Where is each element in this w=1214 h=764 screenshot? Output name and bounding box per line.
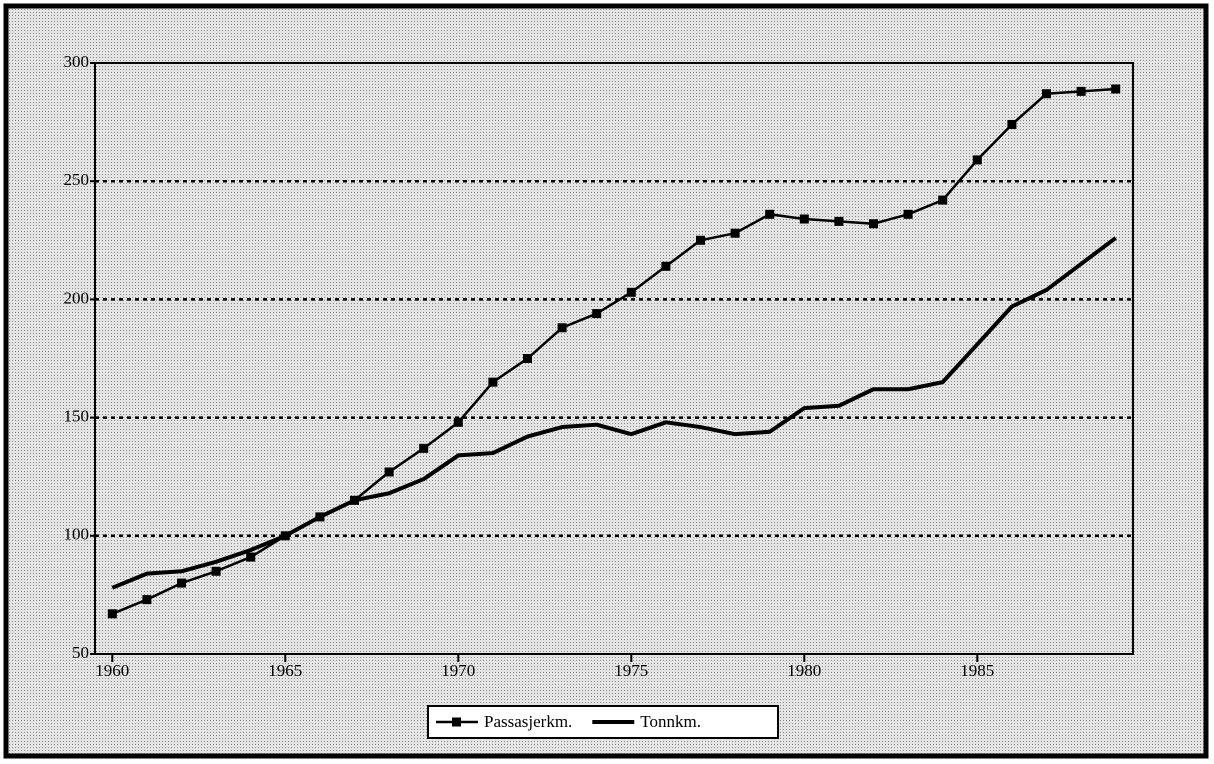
- marker: [523, 354, 532, 363]
- marker: [107, 609, 117, 619]
- marker: [765, 209, 775, 219]
- marker: [869, 219, 878, 229]
- x-tick-label: 1965: [268, 661, 302, 680]
- marker: [1076, 86, 1086, 96]
- y-tick-label: 250: [64, 170, 90, 189]
- marker: [972, 155, 982, 165]
- marker: [626, 287, 636, 297]
- series-line: [111, 236, 1117, 590]
- legend-marker: [452, 717, 461, 727]
- marker: [938, 195, 948, 205]
- x-tick-label: 1960: [95, 661, 129, 680]
- marker: [1111, 84, 1121, 94]
- marker: [246, 552, 256, 562]
- marker: [661, 261, 671, 271]
- marker: [142, 595, 152, 605]
- marker: [453, 417, 463, 427]
- marker: [557, 323, 567, 333]
- x-tick-label: 1980: [787, 661, 821, 680]
- y-tick-label: 50: [72, 643, 89, 662]
- marker: [419, 443, 429, 453]
- x-tick-label: 1985: [960, 661, 994, 680]
- marker: [211, 566, 221, 576]
- y-tick-label: 300: [64, 52, 90, 71]
- x-tick-label: 1975: [614, 661, 648, 680]
- marker: [592, 309, 602, 319]
- legend-label: Tonnkm.: [640, 712, 701, 731]
- marker: [696, 235, 705, 245]
- y-tick-label: 100: [64, 525, 90, 544]
- y-tick-label: 150: [64, 407, 90, 426]
- marker: [177, 578, 186, 588]
- legend-label: Passasjerkm.: [484, 712, 572, 731]
- marker: [384, 467, 394, 477]
- marker: [1042, 89, 1051, 99]
- marker: [730, 228, 740, 238]
- marker: [1007, 119, 1017, 129]
- marker: [799, 214, 809, 224]
- marker: [903, 209, 913, 219]
- marker: [488, 377, 498, 387]
- marker: [834, 216, 844, 226]
- x-tick-label: 1970: [441, 661, 475, 680]
- y-tick-label: 200: [64, 288, 90, 307]
- plot-area: [94, 62, 1134, 655]
